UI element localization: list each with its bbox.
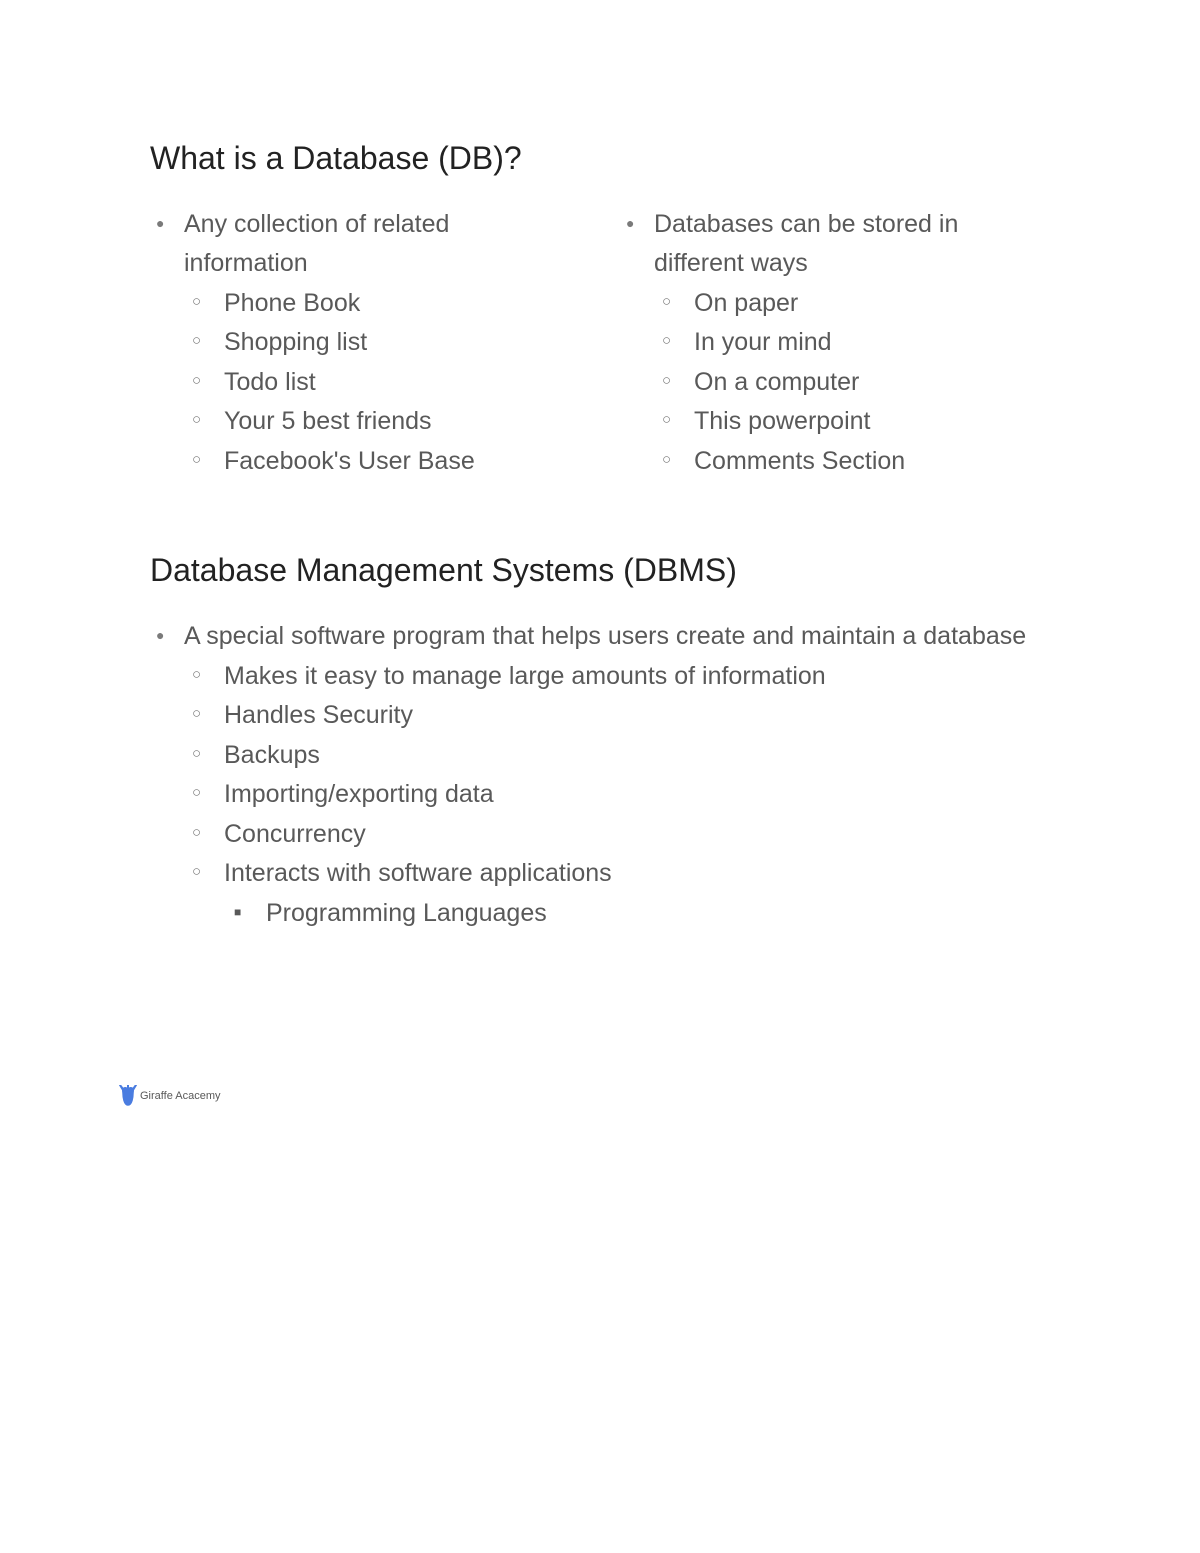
watermark-text: Giraffe Acacemy — [140, 1090, 221, 1102]
list-item: A special software program that helps us… — [150, 617, 1050, 932]
list-item: Importing/exporting data — [184, 776, 1050, 814]
watermark: Giraffe Acacemy — [118, 1085, 221, 1107]
list-item: Handles Security — [184, 697, 1050, 735]
list-item: On paper — [654, 285, 1050, 323]
list-item: Programming Languages — [224, 895, 1050, 933]
list-item: Concurrency — [184, 816, 1050, 854]
section2-heading: Database Management Systems (DBMS) — [150, 552, 1050, 589]
list-item: Databases can be stored in different way… — [620, 205, 1050, 480]
list-item-text: Interacts with software applications — [224, 859, 612, 887]
list-item-text: Any collection of related information — [184, 210, 449, 277]
list-item: Comments Section — [654, 443, 1050, 481]
list-item: This powerpoint — [654, 403, 1050, 441]
list-item: Facebook's User Base — [184, 443, 580, 481]
section1-columns: Any collection of related information Ph… — [150, 205, 1050, 482]
list-item: Shopping list — [184, 324, 580, 362]
list-item: Backups — [184, 737, 1050, 775]
list-item: Any collection of related information Ph… — [150, 205, 580, 480]
list-item-text: A special software program that helps us… — [184, 622, 1026, 650]
list-item: Phone Book — [184, 285, 580, 323]
list-item: Todo list — [184, 364, 580, 402]
list-item: Interacts with software applications Pro… — [184, 855, 1050, 932]
section2-list: A special software program that helps us… — [150, 617, 1050, 932]
list-item: Makes it easy to manage large amounts of… — [184, 658, 1050, 696]
list-item: Your 5 best friends — [184, 403, 580, 441]
section1-column1: Any collection of related information Ph… — [150, 205, 580, 482]
list-item: On a computer — [654, 364, 1050, 402]
section1-column2: Databases can be stored in different way… — [620, 205, 1050, 482]
section1-heading: What is a Database (DB)? — [150, 140, 1050, 177]
giraffe-icon — [118, 1085, 138, 1107]
list-item-text: Databases can be stored in different way… — [654, 210, 958, 277]
list-item: In your mind — [654, 324, 1050, 362]
